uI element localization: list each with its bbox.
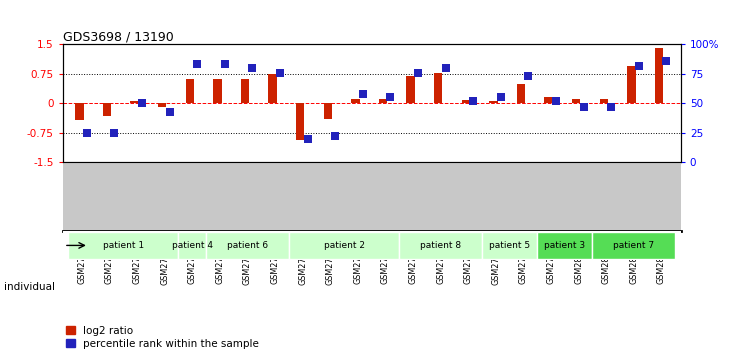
Bar [489,101,498,103]
Bar [206,232,289,259]
Point [440,65,452,71]
Point [661,58,673,64]
Bar [324,103,332,119]
Bar [296,103,305,140]
Text: patient 4: patient 4 [171,241,213,250]
Text: patient 6: patient 6 [227,241,268,250]
Legend: log2 ratio, percentile rank within the sample: log2 ratio, percentile rank within the s… [66,326,259,349]
Point [329,133,341,139]
Bar [213,79,222,103]
Bar [399,232,482,259]
Bar [185,79,194,103]
Text: individual: individual [4,282,54,292]
Bar [572,99,580,103]
Point [578,104,590,110]
Bar [545,97,553,103]
Point [219,62,231,67]
Bar [627,65,635,103]
Bar [75,103,84,120]
Bar [130,101,138,103]
Bar [406,76,415,103]
Point [384,95,396,100]
Bar [379,99,387,103]
Bar [241,79,249,103]
Bar [68,232,179,259]
Point [191,62,203,67]
Point [247,65,258,71]
Text: patient 2: patient 2 [324,241,364,250]
Text: GDS3698 / 13190: GDS3698 / 13190 [63,30,173,43]
Bar [517,84,526,103]
Text: patient 5: patient 5 [489,241,530,250]
Bar [289,232,399,259]
Text: patient 3: patient 3 [545,241,585,250]
Bar [600,99,608,103]
Point [605,104,617,110]
Bar [537,232,592,259]
Bar [655,48,663,103]
Point [136,101,148,106]
Point [633,63,645,68]
Text: patient 8: patient 8 [420,241,461,250]
Point [412,70,424,75]
Bar [461,100,470,103]
Bar [592,232,676,259]
Bar [158,103,166,107]
Text: patient 1: patient 1 [103,241,144,250]
Point [495,95,506,100]
Bar [179,232,206,259]
Point [164,109,176,114]
Point [109,130,121,136]
Bar [269,74,277,103]
Point [274,70,286,75]
Text: patient 7: patient 7 [613,241,654,250]
Point [467,98,479,104]
Bar [482,232,537,259]
Point [302,136,314,142]
Point [550,98,562,104]
Point [357,91,369,97]
Point [81,130,93,136]
Bar [434,73,442,103]
Bar [103,103,111,116]
Point [523,73,534,79]
Bar [351,99,360,103]
